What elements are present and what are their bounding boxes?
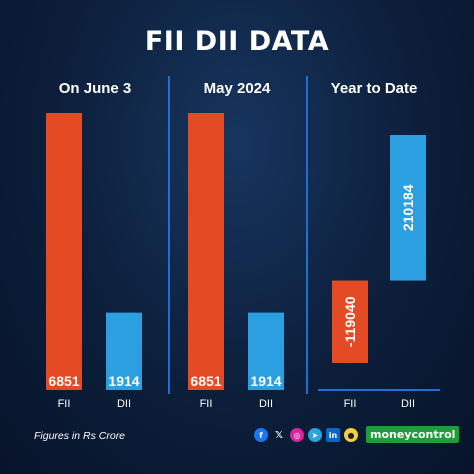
snapchat-icon[interactable]: ● (344, 428, 358, 442)
telegram-icon[interactable]: ➤ (308, 428, 322, 442)
linkedin-icon[interactable]: in (326, 428, 340, 442)
category-label-dii-panel-3: DII (401, 398, 415, 410)
data-label-dii-panel-2: 1914 (250, 373, 281, 389)
data-label-fii-panel-3: -119040 (342, 296, 358, 347)
bar-dii-panel-1 (106, 312, 142, 390)
facebook-icon[interactable]: f (254, 428, 268, 442)
x-icon[interactable]: 𝕏 (274, 429, 284, 441)
instagram-icon[interactable]: ◎ (290, 428, 304, 442)
category-label-fii-panel-2: FII (200, 398, 213, 410)
panel-title-on-june-3: On June 3 (58, 80, 132, 97)
bar-fii-panel-2 (188, 113, 224, 390)
panel-title-year-to-date: Year to Date (330, 80, 418, 97)
bar-fii-panel-1 (46, 113, 82, 390)
data-label-fii-panel-2: 6851 (190, 373, 221, 389)
footer-note: Figures in Rs Crore (34, 430, 126, 442)
category-label-dii-panel-2: DII (259, 398, 273, 410)
data-label-dii-panel-3: 210184 (400, 184, 416, 231)
bar-dii-panel-2 (248, 312, 284, 390)
bar-fii-panel-3 (332, 280, 368, 363)
category-label-fii-panel-3: FII (344, 398, 357, 410)
data-label-fii-panel-1: 6851 (48, 373, 79, 389)
category-label-dii-panel-1: DII (117, 398, 131, 410)
panel-divider-1 (168, 76, 170, 394)
social-icons: f 𝕏 ◎ ➤ in ● (254, 428, 358, 442)
bar-dii-panel-3 (390, 135, 426, 281)
panel-title-may-2024: May 2024 (203, 80, 271, 97)
brand-logo: moneycontrol (366, 426, 460, 443)
category-label-fii-panel-1: FII (58, 398, 71, 410)
panel-divider-2 (306, 76, 308, 394)
data-label-dii-panel-1: 1914 (108, 373, 139, 389)
page-title: FII DII DATA (144, 26, 330, 57)
